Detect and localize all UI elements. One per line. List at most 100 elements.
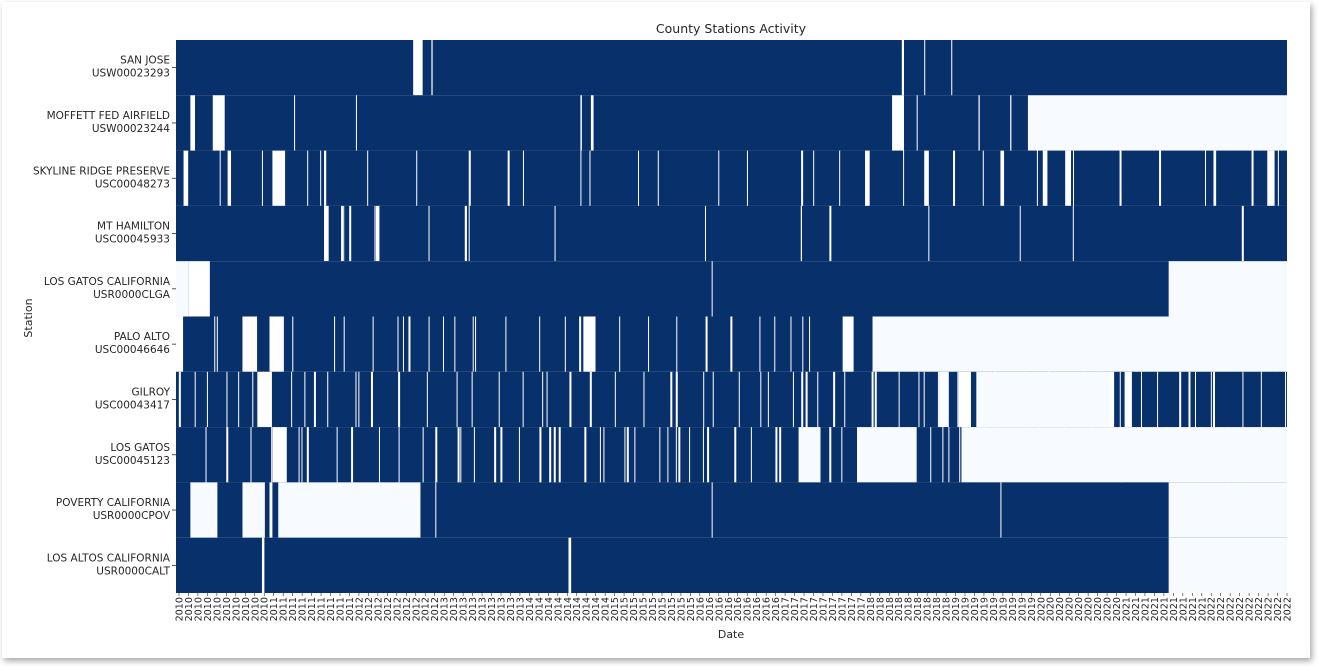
x-tick-label: 2016 [752,597,763,621]
x-tick-label: 2017 [790,597,801,621]
gap-cell [801,371,804,428]
x-tick-label: 2020 [1112,597,1123,621]
inactive-cell [1168,537,1287,593]
gap-cell [1019,205,1021,262]
gap-cell [355,371,357,428]
gap-cell [194,371,196,428]
gap-cell [507,150,510,206]
gap-cell [1267,150,1275,206]
gap-cell [1212,371,1215,428]
station-id-label: USR0000CLGA [93,289,171,301]
gap-cell [624,427,626,483]
x-tick-label: 2022 [1235,597,1246,621]
gap-cell [982,150,984,206]
gap-cell [522,371,524,428]
gap-cell [746,150,748,206]
x-tick-label: 2010 [175,597,186,621]
gap-cell [841,427,843,483]
gap-cell [1188,371,1191,428]
x-tick-label: 2012 [373,597,384,621]
chart-frame: County Stations Activity SAN JOSE USW0002… [2,2,1310,658]
x-tick-label: 2019 [1017,597,1028,621]
gap-cell [190,95,195,151]
station-name-label: SAN JOSE [120,55,170,67]
gap-cell [707,427,710,483]
x-tick-label: 2015 [648,597,659,621]
x-tick-label: 2020 [1046,597,1057,621]
gap-cell [460,427,462,483]
gap-cell [518,427,520,483]
gap-cell [553,427,556,483]
station-id-label: USC00048273 [95,178,170,190]
x-tick-label: 2014 [553,597,564,621]
gap-cell [397,316,399,372]
gap-cell [568,537,572,593]
heatmap-row [176,95,1287,151]
inactive-cell [961,427,1287,483]
gap-cell [1072,150,1074,206]
gap-cell [730,316,733,372]
gap-cell [442,316,444,372]
gap-cell [250,427,252,483]
gap-cell [675,371,678,428]
heatmap-row [176,537,1287,593]
heatmap-row [176,482,1287,538]
gap-cell [638,150,640,206]
gap-cell [291,371,293,428]
x-tick-label: 2012 [354,597,365,621]
gap-cell [924,150,929,206]
gap-cell [711,482,713,538]
station-id-label: USW00023293 [92,68,170,80]
x-tick-label: 2016 [714,597,725,621]
gap-cell [1179,371,1182,428]
gap-cell [590,95,594,151]
gap-cell [603,427,605,483]
gap-cell [377,205,380,262]
x-tick-label: 2013 [506,597,517,621]
active-cell [176,205,1287,262]
x-tick-label: 2016 [724,597,735,621]
gap-cell [951,40,953,96]
gap-cell [718,150,720,206]
gap-cell [958,371,971,428]
active-cell [176,40,1287,96]
gap-cell [539,427,542,483]
heatmap-row [176,371,1287,428]
gap-cell [351,427,354,483]
gap-cell [1124,371,1132,428]
x-tick-label: 2012 [364,597,375,621]
gap-cell [805,371,808,428]
gap-cell [428,316,430,372]
gap-cell [367,150,369,206]
station-name-label: LOS ALTOS CALIFORNIA [47,552,171,564]
gap-cell [583,316,596,372]
gap-cell [473,427,475,483]
gap-cell [1042,150,1048,206]
gap-cell [402,316,404,372]
gap-cell [809,316,811,372]
x-tick-label: 2010 [184,597,195,621]
gap-cell [372,316,374,372]
gap-cell [272,150,286,206]
gap-cell [689,427,691,483]
x-tick-label: 2022 [1264,597,1275,621]
inactive-cell [242,482,265,538]
gap-cell [422,427,424,483]
gap-cell [916,95,918,151]
gap-cell [670,371,673,428]
gap-cell [219,150,221,206]
inactive-cell [1027,95,1287,151]
x-tick-label: 2013 [468,597,479,621]
gap-cell [643,371,645,428]
x-tick-label: 2019 [979,597,990,621]
x-tick-label: 2017 [809,597,820,621]
gap-cell [546,371,548,428]
x-tick-label: 2016 [695,597,706,621]
heatmap-row [176,205,1287,262]
gap-cell [865,150,870,206]
gap-cell [614,371,616,428]
active-cell [176,150,1287,206]
x-tick-label: 2010 [260,597,271,621]
x-tick-label: 2017 [856,597,867,621]
x-tick-label: 2011 [307,597,318,621]
